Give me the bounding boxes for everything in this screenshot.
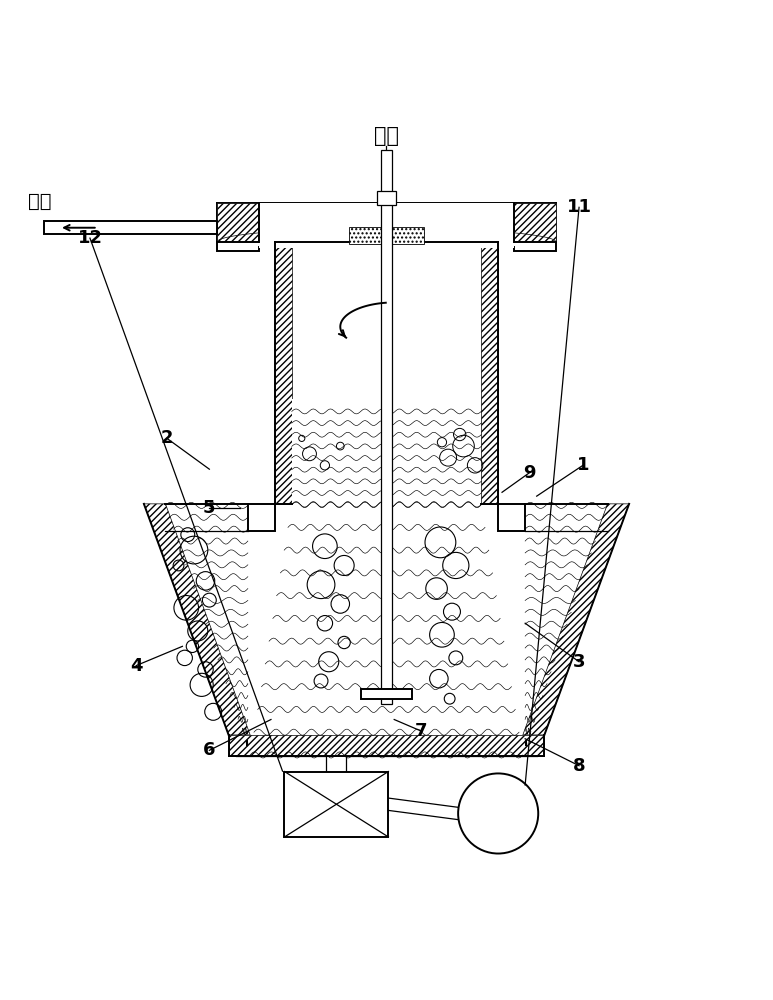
Polygon shape [229, 735, 544, 756]
Text: 1: 1 [577, 456, 589, 474]
Text: 11: 11 [567, 198, 591, 216]
Text: 5: 5 [203, 499, 216, 517]
Text: 2: 2 [161, 429, 173, 447]
Text: 9: 9 [523, 464, 535, 482]
Bar [377, 191, 396, 205]
Text: 8: 8 [573, 757, 585, 775]
Bar [248, 504, 275, 531]
Text: 4: 4 [130, 657, 142, 675]
Text: 7: 7 [415, 722, 427, 740]
Bar [391, 227, 424, 244]
Polygon shape [513, 203, 556, 242]
Polygon shape [217, 203, 260, 242]
Bar [382, 150, 391, 704]
Text: 抽气: 抽气 [29, 192, 52, 211]
Bar [44, 221, 217, 234]
Polygon shape [523, 504, 629, 735]
Polygon shape [217, 242, 556, 251]
Text: 3: 3 [573, 653, 585, 671]
Bar [482, 242, 498, 504]
Bar [284, 772, 388, 837]
Bar [498, 504, 525, 531]
Bar [349, 227, 382, 244]
Polygon shape [217, 228, 556, 242]
Bar [275, 242, 291, 504]
Text: 12: 12 [77, 229, 103, 247]
Bar [362, 689, 411, 699]
Polygon shape [144, 504, 250, 735]
Text: 6: 6 [203, 741, 216, 759]
Bar [291, 399, 482, 503]
Text: 氪气: 氪气 [374, 126, 399, 146]
Circle shape [458, 773, 538, 854]
Bar [260, 203, 513, 248]
